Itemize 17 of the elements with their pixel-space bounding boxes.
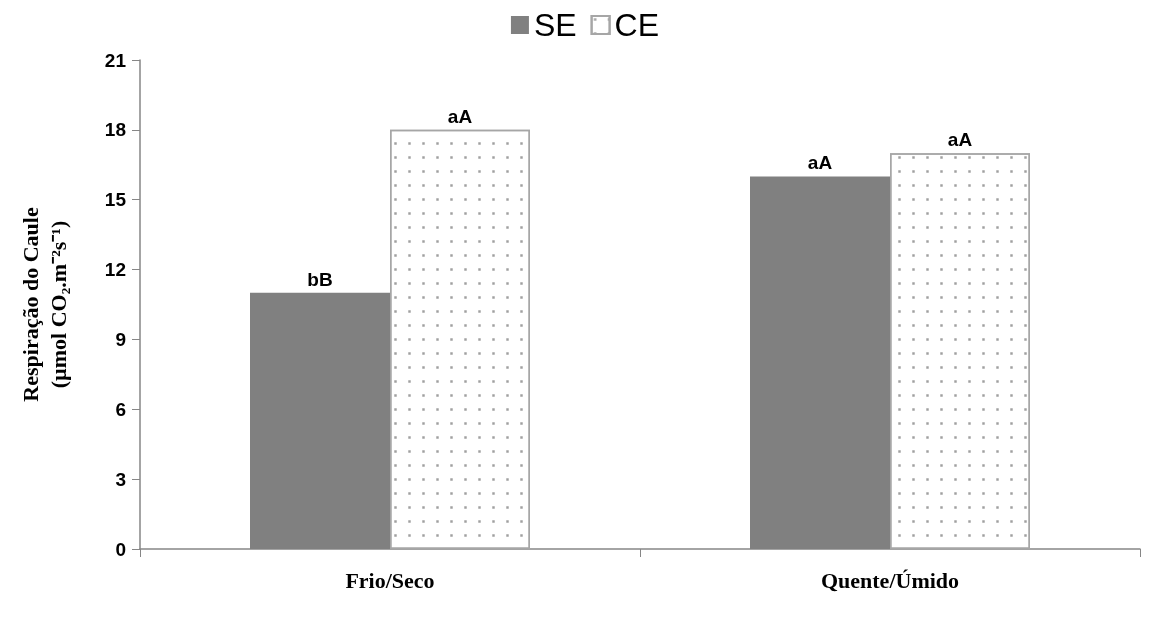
legend-label: CE [614,7,660,43]
x-tick-label: Quente/Úmido [820,567,960,593]
y-tick-label: 0 [115,538,126,560]
y-tick-label: 9 [115,328,126,350]
data-label: bB [307,268,333,290]
y-tick-label: 6 [115,398,126,420]
y-tick-label: 3 [115,468,126,490]
data-label: aA [807,152,833,174]
data-label: aA [947,129,973,151]
data-label: aA [447,105,473,127]
y-tick-label: 15 [104,189,127,211]
y-tick-label: 12 [104,259,126,281]
y-tick-label: 18 [104,119,126,141]
y-axis-title: Respiração do Caule (µmol CO₂.m⁻²s⁻¹) [17,207,71,402]
legend-label: SE [533,7,577,43]
y-tick-label: 21 [104,49,127,71]
x-tick-label: Frio/Seco [345,567,435,593]
